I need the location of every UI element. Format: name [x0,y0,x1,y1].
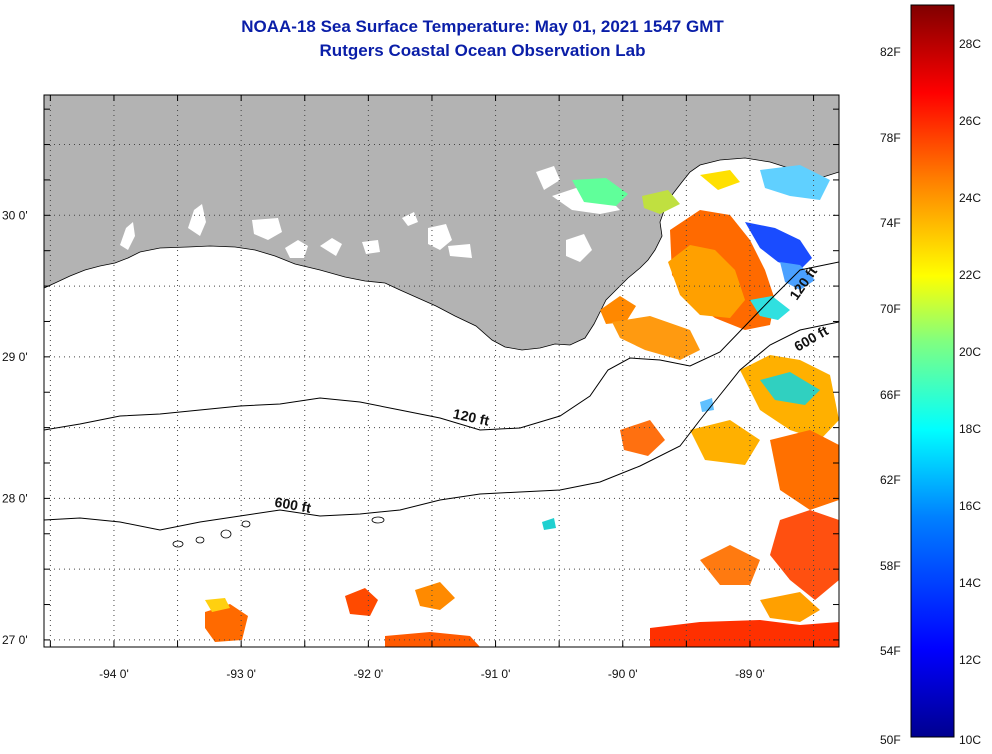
fahrenheit-scale-label: 66F [880,387,901,402]
map-ticks [44,95,839,647]
celsius-scale-label: 20C [959,344,982,359]
map-subtitle: Rutgers Coastal Ocean Observation Lab [319,41,646,60]
fahrenheit-scale-label: 62F [880,473,901,488]
fahrenheit-scale-label: 78F [880,130,901,145]
lat-tick-label: 29 0' [2,350,28,364]
land-area [44,95,839,351]
inland-water [120,166,620,262]
lat-tick-label: 28 0' [2,491,28,505]
lon-tick-label: -91 0' [481,667,511,681]
contour-islands [172,516,385,548]
lon-tick-label: -92 0' [354,667,384,681]
lon-tick-label: -94 0' [99,667,129,681]
temperature-colorbar [910,4,955,738]
lat-tick-label: 30 0' [2,208,28,222]
celsius-scale-label: 12C [959,652,982,667]
fahrenheit-scale-label: 82F [880,45,901,60]
fahrenheit-scale-label: 58F [880,558,901,573]
sst-patches [205,165,839,647]
contour-label: 600 ft [274,494,313,516]
lat-tick-label: 27 0' [2,633,28,647]
celsius-scale-label: 28C [959,36,982,51]
celsius-scale-label: 16C [959,498,982,513]
celsius-scale-label: 18C [959,421,982,436]
celsius-scale-label: 26C [959,113,982,128]
lon-tick-label: -89 0' [735,667,765,681]
map-title: NOAA-18 Sea Surface Temperature: May 01,… [241,17,724,36]
map-frame [43,94,840,648]
fahrenheit-scale-label: 54F [880,644,901,659]
lon-tick-label: -93 0' [226,667,256,681]
fahrenheit-scale-label: 50F [880,733,901,747]
celsius-scale-label: 10C [959,733,982,747]
contour-120ft [44,261,839,431]
fahrenheit-scale-label: 74F [880,216,901,231]
fahrenheit-scale-label: 70F [880,301,901,316]
celsius-scale-label: 22C [959,267,982,282]
contour-600ft [44,321,839,531]
lon-tick-label: -90 0' [608,667,638,681]
contour-label: 120 ft [452,405,491,428]
celsius-scale-label: 14C [959,575,982,590]
graticule [44,95,839,647]
celsius-scale-label: 24C [959,190,982,205]
